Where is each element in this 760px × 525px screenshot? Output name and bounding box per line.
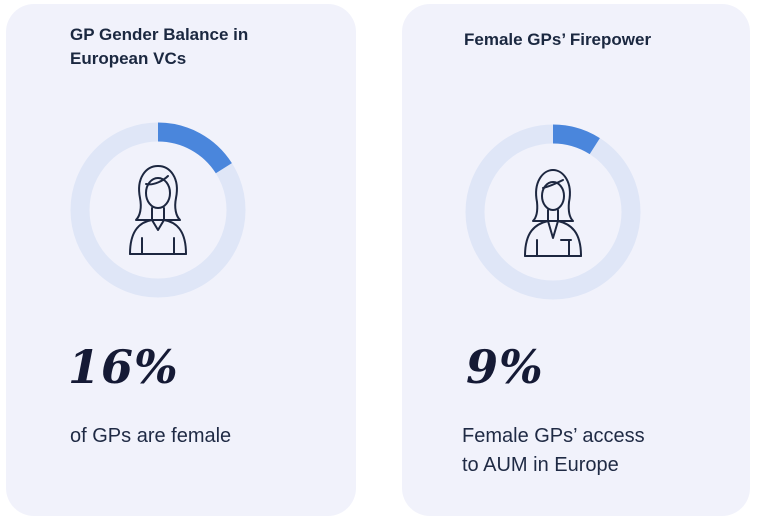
card-title: Female GPs’ Firepower (464, 30, 652, 49)
donut-value-slice (157, 122, 232, 174)
businesswoman-avatar-icon (524, 169, 582, 257)
donut-value-slice (552, 124, 600, 155)
donut-track (465, 124, 641, 300)
headline-percentage: 16% (68, 340, 179, 394)
headline-percentage: 9% (466, 340, 544, 394)
firepower-donut (465, 124, 641, 300)
gender-balance-donut (70, 122, 246, 298)
stat-caption: Female GPs’ access to AUM in Europe (462, 425, 645, 476)
card-title: GP Gender Balance in European VCs (70, 25, 249, 68)
gender-balance-card: GP Gender Balance in European VCs 16% of… (6, 4, 356, 516)
stat-caption: of GPs are female (70, 425, 232, 447)
woman-avatar-icon (129, 165, 187, 255)
firepower-card: Female GPs’ Firepower 9% Female GPs’ acc… (402, 4, 750, 516)
